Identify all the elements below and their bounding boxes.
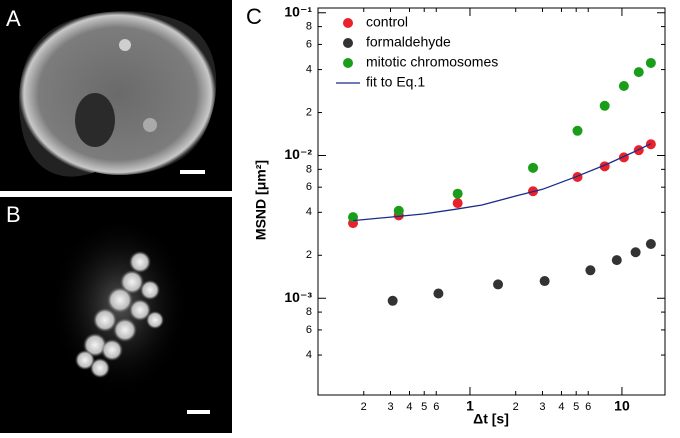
fit-line: [352, 143, 652, 222]
data-point: [585, 265, 596, 276]
legend-swatch: [343, 18, 353, 28]
y-tick-label: 4: [306, 206, 312, 218]
x-axis-label: Δt [s]: [473, 411, 509, 427]
y-axis-label: MSND [μm²]: [253, 160, 269, 240]
x-tick-label: 5: [573, 401, 579, 413]
legend-label: control: [366, 14, 408, 30]
x-tick-label: 6: [585, 401, 591, 413]
data-point: [452, 198, 463, 209]
y-tick-label: 8: [306, 306, 312, 318]
data-point: [630, 247, 641, 258]
x-tick-label: 2: [361, 401, 367, 413]
data-point: [618, 80, 629, 91]
data-point: [387, 295, 398, 306]
data-point: [645, 238, 656, 249]
data-point: [645, 57, 656, 68]
y-tick-label: 2: [306, 106, 312, 118]
panel-label: A: [6, 6, 21, 31]
y-tick-label: 4: [306, 63, 312, 75]
data-point: [452, 188, 463, 199]
data-point: [433, 288, 444, 299]
legend-swatch: [343, 38, 353, 48]
x-tick-label: 3: [539, 401, 545, 413]
y-tick-label: 2: [306, 249, 312, 261]
y-tick-label: 4: [306, 349, 312, 361]
micrograph-b: [0, 197, 232, 433]
panel-label: C: [246, 4, 262, 29]
y-tick-label: 10⁻³: [284, 289, 312, 305]
x-tick-label: 4: [406, 401, 412, 413]
legend-swatch: [343, 58, 353, 68]
y-tick-label: 6: [306, 38, 312, 50]
x-tick-label: 5: [421, 401, 427, 413]
plot-frame: [317, 7, 666, 396]
y-tick-label: 6: [306, 181, 312, 193]
y-tick-label: 6: [306, 324, 312, 336]
y-tick-label: 8: [306, 163, 312, 175]
x-tick-label: 1: [466, 398, 474, 414]
y-tick-label: 10⁻²: [284, 146, 312, 162]
micrograph-a: [0, 0, 232, 191]
y-tick-label: 10⁻¹: [284, 3, 312, 19]
data-point: [633, 67, 644, 78]
y-tick-label: 8: [306, 21, 312, 33]
legend-label: formaldehyde: [366, 34, 451, 50]
data-point: [393, 205, 404, 216]
panel-label: B: [6, 202, 21, 227]
x-tick-label: 10: [614, 398, 630, 414]
x-tick-label: 2: [513, 401, 519, 413]
data-point: [572, 125, 583, 136]
x-tick-label: 6: [433, 401, 439, 413]
x-tick-label: 4: [558, 401, 564, 413]
x-tick-label: 3: [387, 401, 393, 413]
data-point: [348, 212, 359, 223]
data-point: [539, 276, 550, 287]
data-point: [611, 255, 622, 266]
data-point: [493, 279, 504, 290]
legend-label: fit to Eq.1: [366, 74, 425, 90]
legend-label: mitotic chromosomes: [366, 54, 498, 70]
data-point: [528, 162, 539, 173]
data-point: [599, 100, 610, 111]
